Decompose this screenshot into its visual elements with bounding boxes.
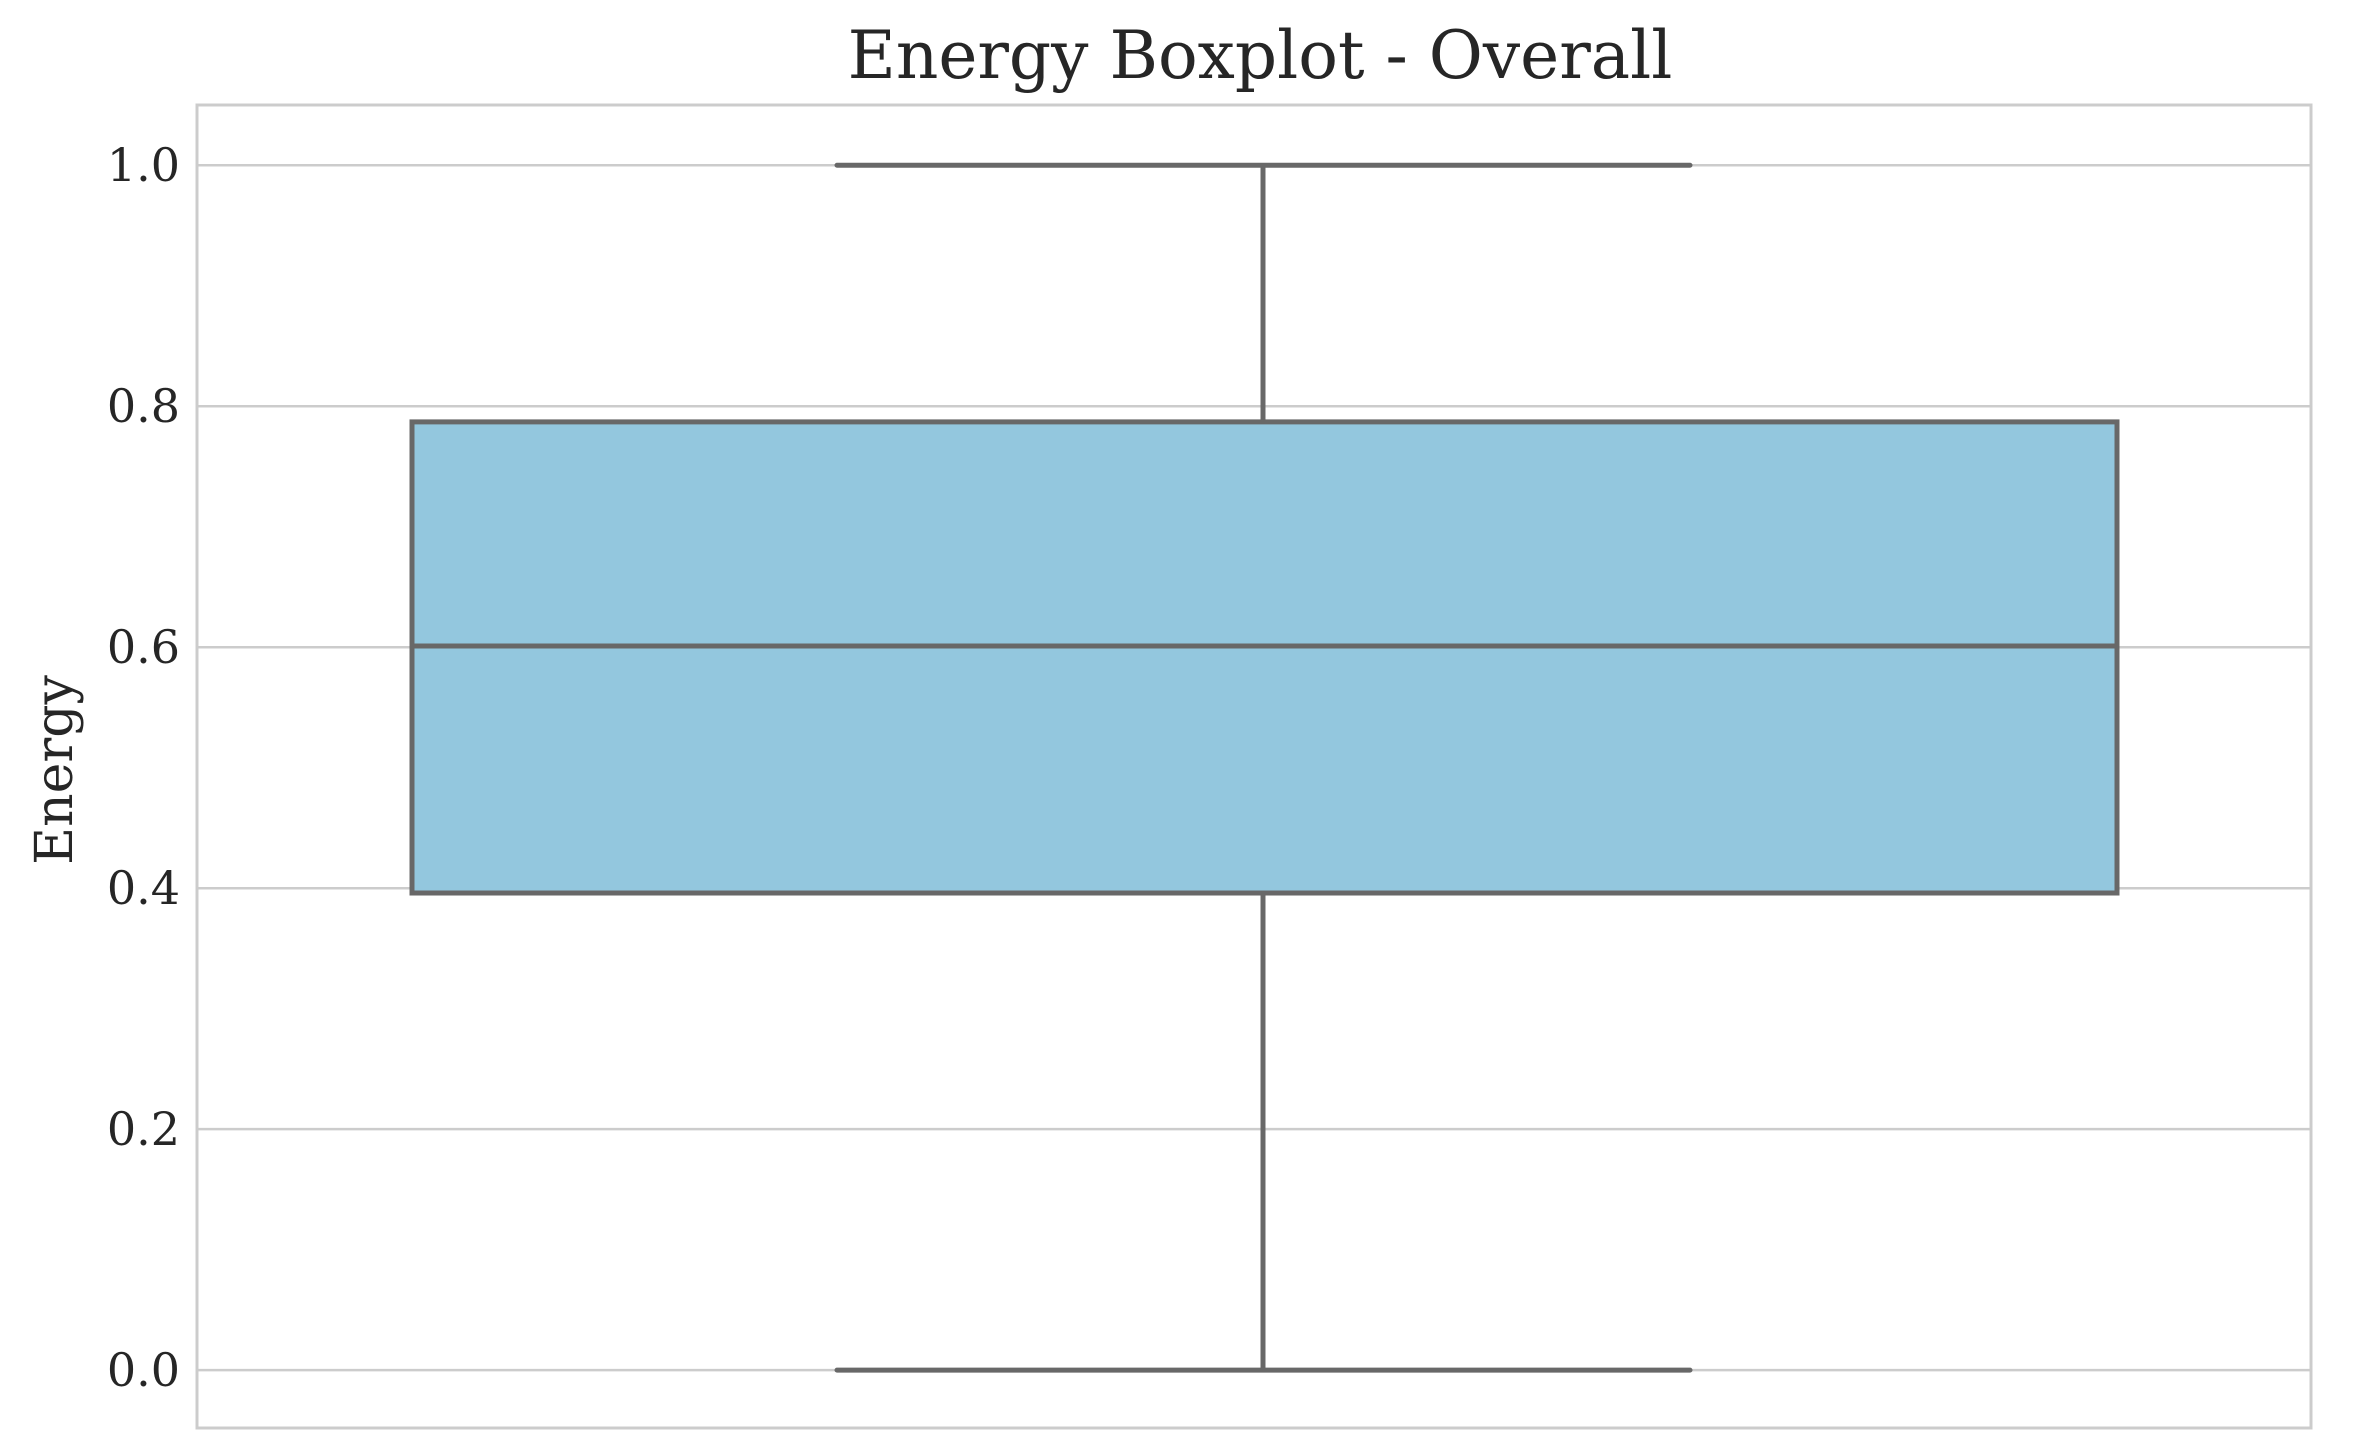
y-tick-label: 0.8 (107, 379, 180, 433)
boxplot (409, 162, 2120, 1373)
y-tick-label: 1.0 (107, 138, 180, 192)
y-axis-label: Energy (25, 675, 85, 865)
tick-layer: 0.0 0.2 0.4 0.6 0.8 1.0 (107, 138, 180, 1397)
y-tick-label: 0.4 (107, 861, 180, 915)
y-tick-label: 0.0 (107, 1343, 180, 1397)
plot-frame (195, 103, 2313, 1430)
y-tick-label: 0.2 (107, 1102, 180, 1156)
y-tick-label: 0.6 (107, 620, 180, 674)
chart-title: Energy Boxplot - Overall (848, 17, 1673, 94)
interquartile-box (409, 419, 2120, 896)
